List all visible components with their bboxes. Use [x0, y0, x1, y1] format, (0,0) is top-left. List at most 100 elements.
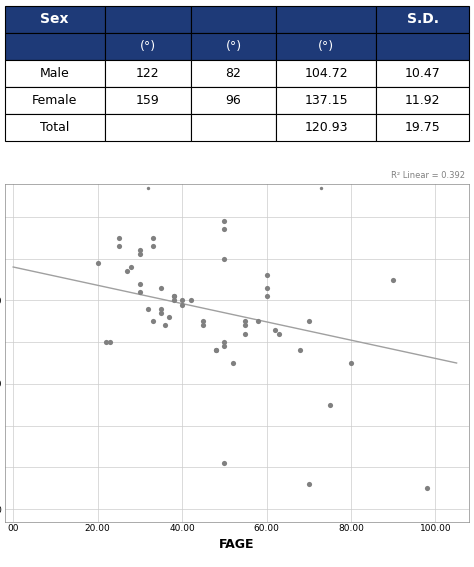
Point: [212, 346, 219, 355]
Bar: [376, 114, 469, 141]
Point: [212, 346, 219, 355]
Text: (°): (°): [226, 40, 242, 53]
X-axis label: FAGE: FAGE: [219, 538, 255, 551]
Point: [187, 296, 194, 305]
Point: [220, 342, 228, 351]
Bar: [276, 6, 376, 33]
Text: 19.75: 19.75: [405, 121, 441, 134]
Point: [157, 308, 165, 318]
Point: [200, 321, 207, 330]
Point: [170, 291, 177, 301]
Text: 82: 82: [226, 67, 241, 80]
Point: [390, 275, 397, 284]
Point: [305, 317, 312, 326]
Point: [115, 233, 123, 242]
Bar: [5, 87, 105, 114]
Point: [220, 337, 228, 346]
Point: [149, 317, 156, 326]
Point: [263, 291, 270, 301]
Point: [170, 291, 177, 301]
Text: 11.92: 11.92: [405, 94, 440, 107]
Point: [326, 400, 334, 409]
Point: [305, 480, 312, 489]
Point: [178, 296, 186, 305]
Text: (°): (°): [319, 40, 335, 53]
Point: [347, 358, 355, 367]
Text: 159: 159: [136, 94, 159, 107]
Text: S.D.: S.D.: [407, 12, 439, 26]
Bar: [191, 60, 276, 87]
Bar: [105, 114, 191, 141]
Point: [242, 321, 249, 330]
Point: [162, 321, 169, 330]
Text: 137.15: 137.15: [305, 94, 348, 107]
Bar: [5, 60, 105, 87]
Bar: [105, 33, 191, 60]
Text: 122: 122: [136, 67, 159, 80]
Point: [271, 325, 279, 334]
Text: Female: Female: [32, 94, 77, 107]
Point: [136, 279, 144, 288]
Point: [242, 317, 249, 326]
Bar: [376, 87, 469, 114]
Bar: [376, 60, 469, 87]
Bar: [191, 33, 276, 60]
Text: 10.47: 10.47: [405, 67, 441, 80]
Text: 120.93: 120.93: [305, 121, 348, 134]
Point: [263, 271, 270, 280]
Point: [157, 284, 165, 293]
Point: [275, 329, 283, 338]
Text: R² Linear = 0.392: R² Linear = 0.392: [391, 171, 465, 180]
Point: [136, 246, 144, 255]
Point: [94, 259, 101, 268]
Text: Sex: Sex: [40, 12, 69, 26]
Point: [318, 183, 325, 192]
Point: [145, 183, 152, 192]
Point: [170, 296, 177, 305]
Point: [220, 459, 228, 468]
Point: [149, 233, 156, 242]
Bar: [105, 6, 191, 33]
Point: [200, 317, 207, 326]
Bar: [276, 60, 376, 87]
Bar: [105, 87, 191, 114]
Text: (°): (°): [139, 40, 155, 53]
Point: [220, 225, 228, 234]
Point: [220, 254, 228, 263]
Point: [128, 263, 135, 272]
Text: Total: Total: [40, 121, 69, 134]
Bar: [191, 87, 276, 114]
Point: [178, 300, 186, 309]
Point: [165, 312, 173, 321]
Bar: [191, 6, 276, 33]
Point: [115, 242, 123, 251]
Bar: [376, 33, 469, 60]
Point: [102, 337, 110, 346]
Bar: [191, 114, 276, 141]
Point: [123, 266, 131, 276]
Bar: [276, 33, 376, 60]
Point: [220, 217, 228, 226]
Point: [423, 484, 431, 493]
Text: Male: Male: [40, 67, 70, 80]
Bar: [5, 114, 105, 141]
Bar: [5, 33, 105, 60]
Point: [145, 304, 152, 314]
Point: [157, 304, 165, 314]
Point: [149, 242, 156, 251]
Point: [263, 284, 270, 293]
Point: [297, 346, 304, 355]
Point: [229, 358, 237, 367]
Point: [242, 329, 249, 338]
Bar: [105, 60, 191, 87]
Bar: [276, 87, 376, 114]
Bar: [5, 6, 105, 33]
Point: [136, 287, 144, 297]
Bar: [376, 6, 469, 33]
Point: [136, 250, 144, 259]
Point: [107, 337, 114, 346]
Text: 96: 96: [226, 94, 241, 107]
Bar: [276, 114, 376, 141]
Point: [255, 317, 262, 326]
Text: 104.72: 104.72: [305, 67, 348, 80]
